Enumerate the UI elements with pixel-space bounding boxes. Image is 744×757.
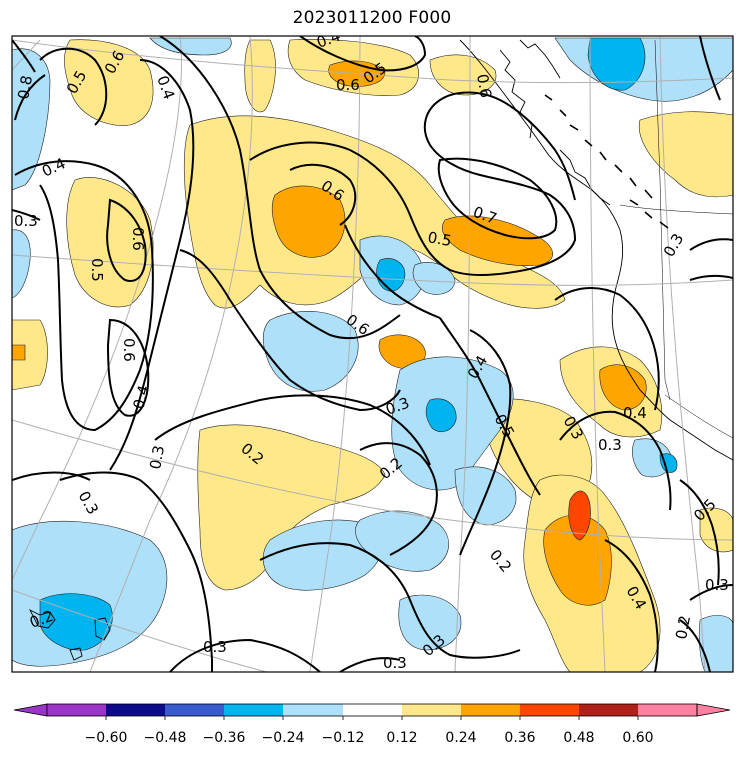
contour-label: 0.8 [14, 74, 36, 101]
red-anomaly-fill [568, 490, 591, 541]
colorbar-tick-label: 0.60 [622, 730, 654, 746]
contour-label: 0.6 [129, 227, 147, 251]
contour-dashes [544, 94, 669, 229]
colorbar-tick-label: 0.24 [445, 730, 477, 746]
colorbar-tick-label: 0.36 [504, 730, 536, 746]
contour-label: 0.5 [426, 228, 453, 250]
colorbar-segment [47, 704, 106, 716]
colorbar-tick-label: −0.48 [143, 730, 187, 746]
contour-label: 0.6 [473, 73, 495, 100]
colorbar-tick-label: 0.48 [563, 730, 595, 746]
colorbar-segment [343, 704, 402, 716]
colorbar-tick-label: −0.60 [84, 730, 128, 746]
contour-label: 0.6 [336, 76, 360, 94]
colorbar-tick-label: −0.24 [261, 730, 305, 746]
map-frame [11, 35, 734, 673]
colorbar-segment [461, 704, 520, 716]
blue-anomaly-fill [39, 37, 678, 651]
contour-label: 0.3 [598, 436, 622, 454]
colorbar-segment [402, 704, 461, 716]
graticule [12, 36, 733, 672]
colorbar-tick-label: −0.12 [321, 730, 365, 746]
contour-label: 0.3 [146, 444, 168, 471]
colorbar-segment [106, 704, 165, 716]
contour-label: 0.3 [383, 654, 407, 672]
colorbar-segment [638, 704, 697, 716]
contour-label: 0.2 [672, 614, 694, 641]
colorbar-segment [165, 704, 224, 716]
colorbar-segment [520, 704, 579, 716]
contour-label: 0.5 [88, 258, 106, 282]
colorbar-tick-label: 0.12 [386, 730, 418, 746]
colorbar [13, 703, 731, 720]
map-title: 2023011200 F000 [292, 8, 452, 28]
colorbar-tick-label: −0.36 [202, 730, 246, 746]
contour-lines [12, 36, 733, 672]
contour-label: 0.3 [203, 638, 227, 656]
colorbar-segment [283, 704, 343, 716]
map-area: 0.6 0.4 0.8 0.4 0.3 0.5 0.6 0.6 0.5 0.6 … [12, 36, 733, 672]
contour-label: 0.3 [14, 212, 38, 230]
contour-label: 0.4 [623, 404, 647, 422]
colorbar-extend-high [696, 703, 731, 717]
colorbar-extend-low [13, 703, 48, 717]
contour-label: 0.6 [120, 338, 138, 362]
colorbar-segment [579, 704, 638, 716]
border-lines [619, 39, 733, 439]
colorbar-segment [224, 704, 283, 716]
yellow-anomaly-fill [12, 39, 733, 672]
contour-label: 0.3 [705, 576, 729, 594]
contour-label: 0.4 [129, 383, 153, 411]
